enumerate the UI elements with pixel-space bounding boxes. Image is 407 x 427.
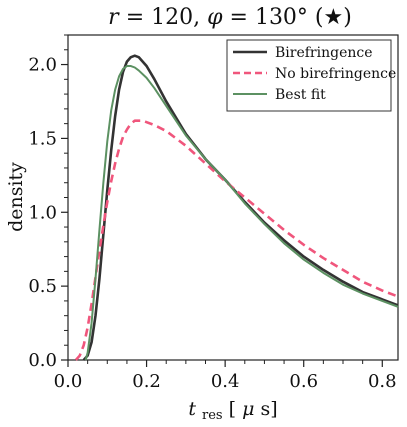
y-tick-label: 2.0 [28, 55, 57, 76]
x-label-sub: res [202, 408, 223, 423]
x-label-main: t [188, 398, 196, 420]
legend: Birefringence No birefringence Best fit [226, 39, 396, 112]
series-line-best-fit [84, 65, 399, 361]
title-phi-value: = 130° (★) [230, 5, 352, 30]
series-line-birefringence [82, 54, 399, 361]
title-r-value: = 120, [126, 5, 207, 30]
x-tick-label: 0.4 [211, 371, 240, 392]
legend-label-no-birefringence: No birefringence [275, 66, 396, 82]
x-label-unit-mu: μ [242, 398, 254, 420]
y-tick-label: 0.5 [28, 276, 57, 297]
x-tick-label: 0.2 [132, 371, 161, 392]
y-tick-label: 1.0 [28, 202, 57, 223]
x-tick-label: 0.8 [368, 371, 397, 392]
series-line-no-birefringence [74, 119, 399, 361]
plot-area: 0.0 0.2 0.4 0.6 0.8 0.0 0.5 1.0 1.5 2.0 [28, 34, 399, 392]
x-tick-label: 0.6 [289, 371, 318, 392]
y-tick-label: 1.5 [28, 128, 57, 149]
chart-title: r = 120, φ = 130° (★) [108, 5, 352, 30]
ticks-layer: 0.0 0.2 0.4 0.6 0.8 0.0 0.5 1.0 1.5 2.0 [28, 34, 397, 392]
y-axis-label: density [5, 162, 27, 232]
x-axis-label: t res [ μ s] [188, 398, 277, 424]
series-layer [74, 54, 399, 361]
y-tick-label: 0.0 [28, 350, 57, 371]
x-tick-label: 0.0 [54, 371, 83, 392]
x-label-unit-open: [ [229, 398, 236, 420]
title-phi-symbol: φ [207, 5, 223, 30]
x-label-unit-rest: s] [261, 398, 278, 420]
legend-label-best-fit: Best fit [275, 87, 326, 103]
legend-label-birefringence: Birefringence [275, 45, 373, 61]
title-r-symbol: r [108, 5, 120, 30]
